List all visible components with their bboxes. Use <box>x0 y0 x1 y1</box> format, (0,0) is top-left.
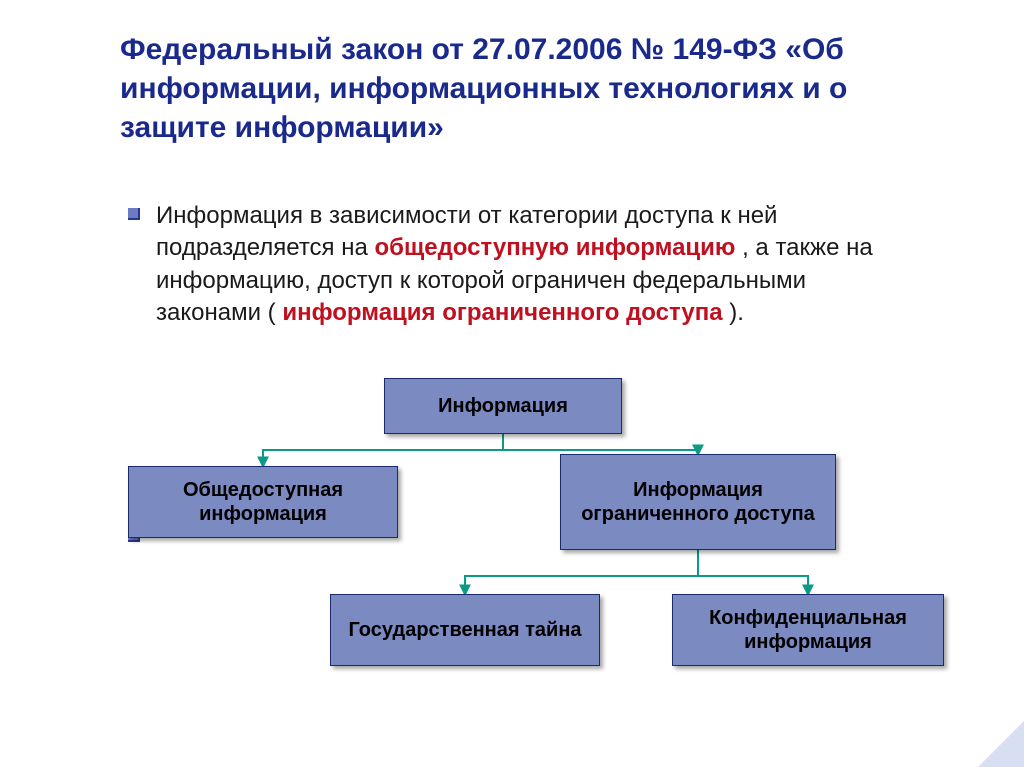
node-state-secret: Государственная тайна <box>330 594 600 666</box>
bullet-icon <box>128 208 140 220</box>
node-label: Информация ограниченного доступа <box>567 478 829 526</box>
node-restricted-information: Информация ограниченного доступа <box>560 454 836 550</box>
node-label: Информация <box>438 394 568 418</box>
intro-paragraph: Информация в зависимости от категории до… <box>156 200 916 330</box>
para-highlight: общедоступную информацию <box>374 234 735 261</box>
slide-title-text: Федеральный закон от 27.07.2006 № 149-ФЗ… <box>120 33 847 144</box>
node-label: Конфиденциальная информация <box>679 606 937 654</box>
node-confidential: Конфиденциальная информация <box>672 594 944 666</box>
node-public-information: Общедоступная информация <box>128 466 398 538</box>
para-highlight: информация ограниченного доступа <box>282 299 722 326</box>
para-segment: ). <box>729 299 744 326</box>
slide-title: Федеральный закон от 27.07.2006 № 149-ФЗ… <box>120 30 940 147</box>
node-label: Государственная тайна <box>348 618 581 642</box>
node-label: Общедоступная информация <box>135 478 391 526</box>
page-corner-fold-icon <box>978 721 1024 767</box>
node-information: Информация <box>384 378 622 434</box>
